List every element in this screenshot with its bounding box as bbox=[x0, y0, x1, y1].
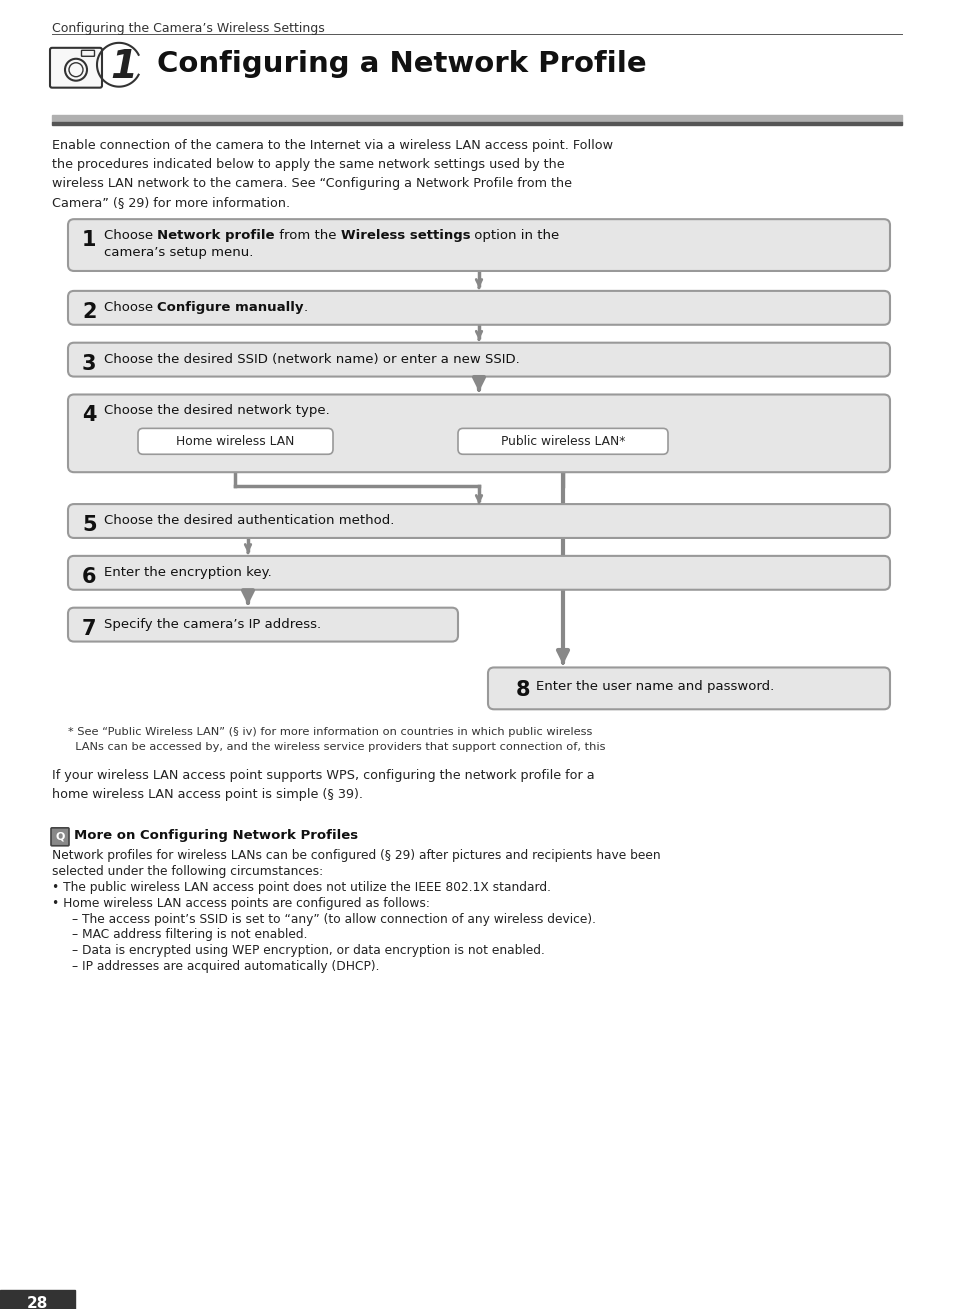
Text: Configuring the Camera’s Wireless Settings: Configuring the Camera’s Wireless Settin… bbox=[52, 22, 324, 35]
Text: Choose: Choose bbox=[104, 229, 157, 242]
Text: camera’s setup menu.: camera’s setup menu. bbox=[104, 246, 253, 259]
Text: 8: 8 bbox=[516, 681, 530, 700]
Text: Enable connection of the camera to the Internet via a wireless LAN access point.: Enable connection of the camera to the I… bbox=[52, 139, 613, 152]
Text: 7: 7 bbox=[82, 619, 96, 639]
Text: Choose: Choose bbox=[104, 301, 157, 314]
Text: Network profile: Network profile bbox=[157, 229, 274, 242]
Text: 1: 1 bbox=[110, 47, 137, 85]
Text: Enter the encryption key.: Enter the encryption key. bbox=[104, 566, 272, 579]
Text: – The access point’s SSID is set to “any” (to allow connection of any wireless d: – The access point’s SSID is set to “any… bbox=[71, 912, 596, 925]
FancyBboxPatch shape bbox=[68, 556, 889, 590]
FancyBboxPatch shape bbox=[68, 607, 457, 641]
FancyBboxPatch shape bbox=[68, 394, 889, 472]
Text: Choose the desired SSID (network name) or enter a new SSID.: Choose the desired SSID (network name) o… bbox=[104, 352, 519, 365]
Text: Camera” (§ 29) for more information.: Camera” (§ 29) for more information. bbox=[52, 196, 290, 209]
Text: Choose the desired network type.: Choose the desired network type. bbox=[104, 405, 330, 418]
Text: – IP addresses are acquired automatically (DHCP).: – IP addresses are acquired automaticall… bbox=[71, 961, 379, 974]
FancyBboxPatch shape bbox=[68, 219, 889, 271]
FancyBboxPatch shape bbox=[457, 428, 667, 455]
Text: 28: 28 bbox=[27, 1296, 48, 1311]
Text: Specify the camera’s IP address.: Specify the camera’s IP address. bbox=[104, 618, 321, 631]
Text: 3: 3 bbox=[82, 353, 96, 373]
Text: 4: 4 bbox=[82, 406, 96, 426]
Text: from the: from the bbox=[274, 229, 340, 242]
Text: Configuring a Network Profile: Configuring a Network Profile bbox=[157, 50, 646, 78]
Text: Configure manually: Configure manually bbox=[157, 301, 304, 314]
Text: Network profiles for wireless LANs can be configured (§ 29) after pictures and r: Network profiles for wireless LANs can b… bbox=[52, 849, 659, 862]
Bar bbox=[52, 121, 901, 125]
Text: wireless LAN network to the camera. See “Configuring a Network Profile from the: wireless LAN network to the camera. See … bbox=[52, 177, 572, 191]
Text: Home wireless LAN: Home wireless LAN bbox=[175, 435, 294, 448]
Text: Choose the desired authentication method.: Choose the desired authentication method… bbox=[104, 514, 394, 527]
Text: – MAC address filtering is not enabled.: – MAC address filtering is not enabled. bbox=[71, 929, 307, 941]
Bar bbox=[0, 1290, 75, 1311]
FancyBboxPatch shape bbox=[488, 668, 889, 710]
Text: Enter the user name and password.: Enter the user name and password. bbox=[536, 681, 774, 694]
FancyBboxPatch shape bbox=[50, 47, 102, 88]
Text: • Home wireless LAN access points are configured as follows:: • Home wireless LAN access points are co… bbox=[52, 896, 430, 909]
Text: option in the: option in the bbox=[470, 229, 558, 242]
Text: .: . bbox=[304, 301, 308, 314]
FancyBboxPatch shape bbox=[81, 50, 94, 57]
FancyBboxPatch shape bbox=[68, 505, 889, 537]
FancyBboxPatch shape bbox=[138, 428, 333, 455]
FancyBboxPatch shape bbox=[68, 290, 889, 325]
Text: home wireless LAN access point is simple (§ 39).: home wireless LAN access point is simple… bbox=[52, 788, 363, 802]
Text: Wireless settings: Wireless settings bbox=[340, 229, 470, 242]
FancyBboxPatch shape bbox=[51, 828, 69, 846]
Text: 2: 2 bbox=[82, 302, 96, 322]
Text: the procedures indicated below to apply the same network settings used by the: the procedures indicated below to apply … bbox=[52, 159, 564, 171]
Bar bbox=[52, 114, 901, 121]
Text: selected under the following circumstances:: selected under the following circumstanc… bbox=[52, 865, 323, 878]
Text: If your wireless LAN access point supports WPS, configuring the network profile : If your wireless LAN access point suppor… bbox=[52, 769, 594, 782]
FancyBboxPatch shape bbox=[68, 343, 889, 377]
Text: Public wireless LAN*: Public wireless LAN* bbox=[500, 435, 624, 448]
Text: • The public wireless LAN access point does not utilize the IEEE 802.1X standard: • The public wireless LAN access point d… bbox=[52, 880, 551, 894]
Text: 6: 6 bbox=[82, 566, 96, 587]
Text: LANs can be accessed by, and the wireless service providers that support connect: LANs can be accessed by, and the wireles… bbox=[68, 742, 605, 752]
Text: Q: Q bbox=[55, 832, 65, 842]
Text: 1: 1 bbox=[82, 230, 96, 250]
Text: * See “Public Wireless LAN” (§ iv) for more information on countries in which pu: * See “Public Wireless LAN” (§ iv) for m… bbox=[68, 727, 592, 737]
Text: More on Configuring Network Profiles: More on Configuring Network Profiles bbox=[74, 829, 357, 842]
Text: – Data is encrypted using WEP encryption, or data encryption is not enabled.: – Data is encrypted using WEP encryption… bbox=[71, 945, 544, 958]
Text: 5: 5 bbox=[82, 515, 96, 535]
